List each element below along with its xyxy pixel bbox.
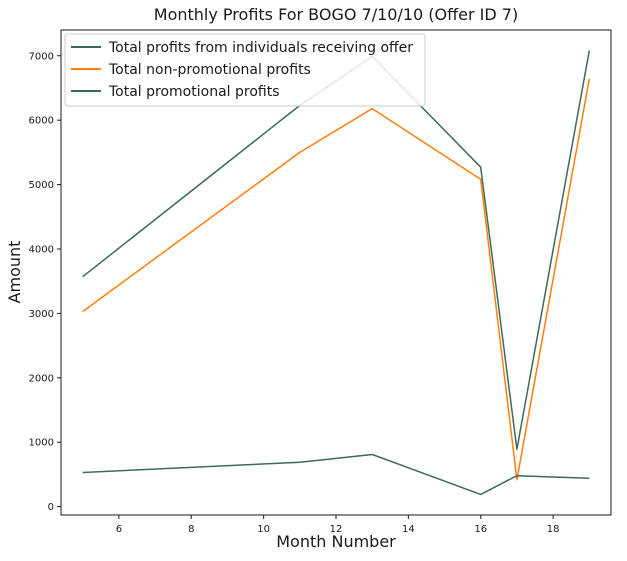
y-tick-label: 7000	[29, 51, 54, 62]
x-tick-label: 8	[188, 524, 194, 535]
y-tick-label: 0	[48, 502, 54, 513]
x-axis-label: Month Number	[276, 532, 396, 551]
series-line-3	[82, 453, 590, 496]
axis-ticks: 6 8 10 12 14 16 18 0 1000 2000 3000 4000 5000 6000 700…	[29, 51, 560, 535]
legend-box	[64, 33, 426, 107]
x-tick-label: 14	[402, 524, 415, 535]
y-tick-label: 6000	[29, 116, 54, 127]
series-line-1	[82, 50, 591, 451]
legend-label: Total promotional profits	[108, 84, 280, 100]
y-tick-label: 4000	[29, 244, 54, 255]
x-tick-label: 12	[330, 524, 343, 535]
legend-label: Total profits from individuals receiving…	[108, 40, 413, 56]
chart-legend: Total profits from individuals receiving…	[64, 33, 426, 107]
y-tick-label: 1000	[29, 438, 54, 449]
x-tick-label: 16	[474, 524, 487, 535]
chart-title: Monthly Profits For BOGO 7/10/10 (Offer …	[154, 5, 518, 24]
series-lines	[82, 50, 591, 496]
y-tick-label: 2000	[29, 373, 54, 384]
y-axis-label: Amount	[5, 241, 24, 304]
y-tick-label: 3000	[29, 309, 54, 320]
x-tick-label: 18	[547, 524, 560, 535]
x-tick-label: 10	[257, 524, 270, 535]
y-tick-label: 5000	[29, 180, 54, 191]
x-tick-label: 6	[116, 524, 122, 535]
series-line-2	[82, 78, 591, 481]
legend-label: Total non-promotional profits	[108, 62, 311, 78]
